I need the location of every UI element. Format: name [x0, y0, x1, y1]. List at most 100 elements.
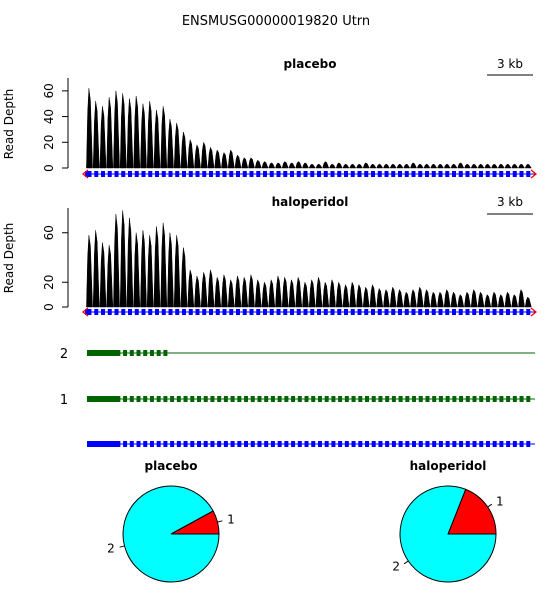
- exon-block: [114, 309, 119, 315]
- coverage-peak: [140, 230, 147, 308]
- pie-chart-haloperidol: 12: [392, 485, 504, 583]
- pie-slice-label: 1: [496, 494, 504, 508]
- coverage-peak: [430, 163, 438, 169]
- pie-slice-label: 2: [392, 560, 400, 574]
- isoform-exon: [210, 441, 215, 447]
- isoform-exon: [156, 350, 161, 356]
- coverage-peak: [187, 269, 195, 308]
- isoform-exon: [223, 441, 228, 447]
- coverage-peak: [221, 274, 228, 308]
- exon-block: [472, 171, 477, 177]
- coverage-peak: [173, 235, 181, 308]
- exon-block: [384, 309, 389, 315]
- isoform-exon: [519, 441, 524, 447]
- exon-block: [452, 309, 456, 315]
- y-tick-label: 0: [42, 164, 56, 172]
- isoform-exon: [425, 396, 430, 402]
- coverage-peak: [194, 275, 201, 308]
- isoform-exon: [129, 350, 134, 356]
- coverage-peak: [403, 291, 411, 308]
- isoform-exon: [203, 441, 208, 447]
- exon-block: [465, 171, 470, 177]
- isoform-exon: [324, 396, 329, 402]
- exon-block: [350, 309, 355, 315]
- isoform-exon: [432, 396, 437, 402]
- exon-block: [222, 171, 227, 177]
- isoform-exon: [385, 441, 390, 447]
- exon-block: [202, 171, 207, 177]
- exon-block: [506, 309, 510, 315]
- isoform-exon: [237, 441, 242, 447]
- isoform-exon: [485, 441, 490, 447]
- isoform-exon: [472, 441, 477, 447]
- coverage-peak: [524, 163, 532, 169]
- isoform-exon: [297, 441, 302, 447]
- exon-block: [425, 171, 429, 177]
- coverage-peak: [167, 232, 174, 308]
- y-tick-label: 60: [42, 225, 56, 240]
- exon-block: [290, 309, 294, 315]
- coverage-peak: [200, 141, 208, 169]
- exon-block: [101, 309, 105, 315]
- exon-block: [330, 309, 335, 315]
- isoform-exon: [385, 396, 390, 402]
- coverage-peak: [187, 139, 195, 169]
- isoform-exon: [291, 396, 296, 402]
- exon-block: [134, 171, 139, 177]
- coverage-peak: [133, 95, 141, 169]
- isoform-exon: [412, 441, 417, 447]
- pie-label-tick: [403, 560, 409, 565]
- coverage-panel-placebo: Read Depth placebo 3 kb 0 20 40 60: [2, 57, 538, 179]
- isoform-exon: [163, 350, 168, 356]
- coverage-peak: [410, 162, 417, 169]
- coverage-peak: [295, 277, 303, 308]
- isoform-exon: [264, 441, 269, 447]
- coverage-peak: [227, 149, 235, 169]
- exon-block: [431, 171, 436, 177]
- exon-block: [128, 309, 132, 315]
- isoform-exon: [116, 396, 121, 402]
- coverage-peak: [86, 235, 93, 308]
- exon-block: [256, 171, 261, 177]
- exon-block: [202, 309, 207, 315]
- exon-block: [121, 309, 126, 315]
- isoform-tracks: 2 1: [60, 347, 535, 447]
- exon-block: [384, 171, 389, 177]
- y-tick-label: 40: [42, 109, 56, 124]
- exon-block: [296, 171, 301, 177]
- exon-block: [107, 171, 112, 177]
- exon-block: [85, 309, 91, 315]
- coverage-area-placebo: [86, 88, 532, 169]
- coverage-peak: [119, 93, 127, 169]
- pie-label-tick: [217, 520, 223, 523]
- exon-block: [526, 309, 531, 315]
- panel-title-haloperidol: haloperidol: [272, 195, 349, 209]
- coverage-peak: [302, 162, 309, 169]
- coverage-peak: [322, 161, 330, 169]
- isoform-exon: [123, 441, 128, 447]
- strand-arrow-left: [81, 169, 89, 179]
- exon-block: [357, 309, 362, 315]
- isoform-exon: [526, 396, 531, 402]
- exon-block: [121, 171, 126, 177]
- exon-block: [485, 171, 490, 177]
- coverage-peak: [221, 151, 228, 169]
- gene-model-exons: [85, 309, 531, 315]
- coverage-peak: [349, 163, 357, 169]
- coverage-peak: [356, 283, 363, 308]
- coverage-peak: [416, 163, 424, 169]
- pie-slice-2: [399, 485, 497, 583]
- isoform-exon: [96, 396, 101, 402]
- isoform-exon: [143, 441, 148, 447]
- isoform-exon: [338, 396, 343, 402]
- exon-block: [195, 309, 200, 315]
- isoform-exon: [432, 441, 437, 447]
- isoform-exon: [250, 396, 255, 402]
- exon-block: [465, 309, 470, 315]
- isoform-exon: [365, 396, 369, 402]
- isoform-exon: [512, 441, 517, 447]
- coverage-area-haloperidol: [86, 210, 532, 308]
- isoform-exon: [398, 396, 403, 402]
- exon-block: [209, 171, 213, 177]
- coverage-peak: [396, 289, 404, 308]
